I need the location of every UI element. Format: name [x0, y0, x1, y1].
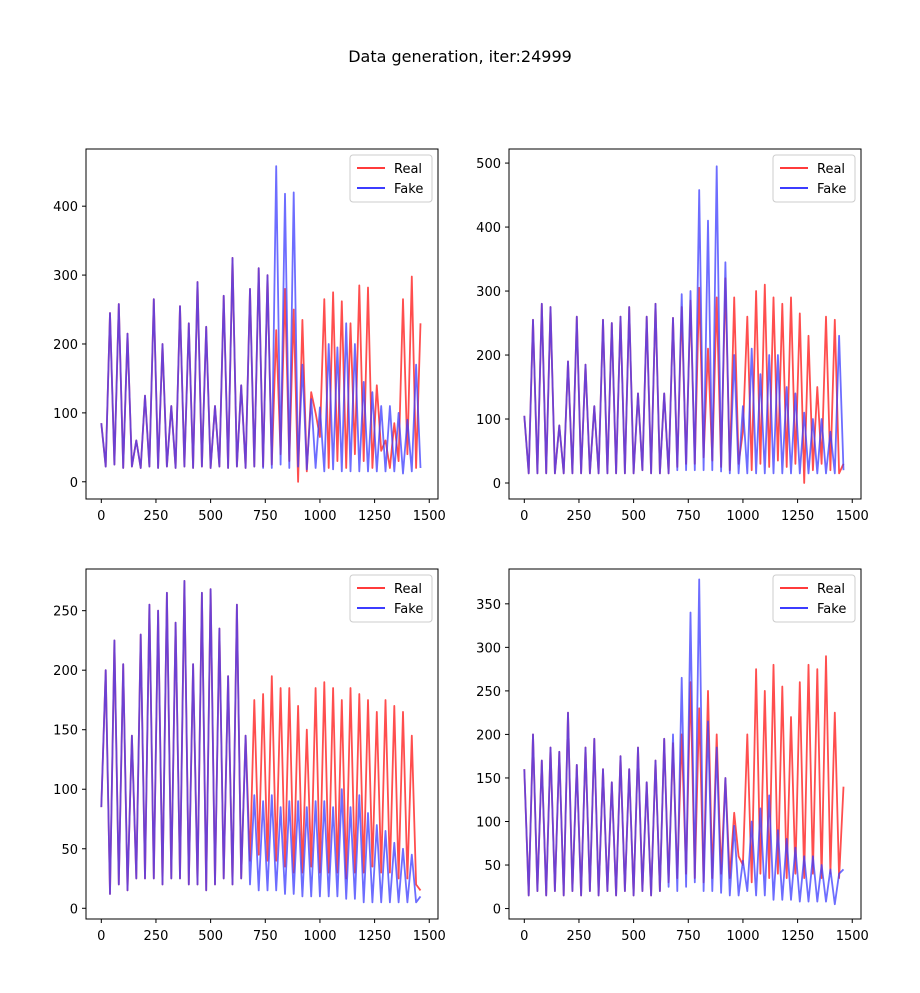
x-tick-label: 750 [676, 509, 701, 524]
x-tick-label: 0 [97, 509, 105, 524]
subplot-top-right: 0 250 500 750 1000 1250 1500 0 100 200 300 400 500 Re… [476, 148, 869, 524]
figure-title: Data generation, iter:24999 [348, 47, 572, 66]
x-tick-label: 250 [144, 929, 169, 944]
legend-box [772, 574, 856, 623]
y-tick-label: 200 [476, 728, 501, 743]
x-tick-label: 0 [520, 929, 528, 944]
legend-label-real: Real [394, 162, 422, 177]
x-tick-label: 250 [567, 929, 592, 944]
legend-box [772, 154, 856, 203]
y-tick-label: 50 [61, 843, 78, 858]
y-tick-label: 400 [476, 221, 501, 236]
y-tick-label: 150 [476, 772, 501, 787]
y-tick-label: 0 [70, 902, 78, 917]
x-tick-label: 1000 [303, 929, 336, 944]
y-tick-label: 100 [53, 407, 78, 422]
x-tick-label: 750 [253, 929, 278, 944]
y-tick-label: 0 [493, 903, 501, 918]
y-tick-label: 250 [53, 605, 78, 620]
axes-frame [508, 148, 862, 500]
y-tick-label: 0 [70, 476, 78, 491]
y-tick-label: 200 [476, 349, 501, 364]
x-tick-label: 1500 [413, 929, 446, 944]
subplot-bottom-right: 0 250 500 750 1000 1250 1500 0 50 100 150 200 250 300… [476, 568, 869, 944]
axes-frame [85, 568, 439, 920]
x-tick-label: 0 [97, 929, 105, 944]
y-tick-label: 50 [484, 859, 501, 874]
legend-label-fake: Fake [817, 182, 846, 197]
y-tick-label: 100 [476, 815, 501, 830]
legend-label-real: Real [817, 162, 845, 177]
series-line-fake [523, 165, 845, 475]
x-tick-label: 1250 [358, 929, 391, 944]
x-tick-label: 1000 [726, 929, 759, 944]
x-tick-label: 1000 [303, 509, 336, 524]
legend-label-fake: Fake [394, 182, 423, 197]
x-tick-label: 500 [198, 929, 223, 944]
x-tick-label: 0 [520, 509, 528, 524]
y-tick-label: 200 [53, 338, 78, 353]
x-tick-label: 500 [198, 509, 223, 524]
y-tick-label: 250 [476, 685, 501, 700]
y-tick-label: 300 [476, 641, 501, 656]
y-tick-label: 300 [53, 269, 78, 284]
x-tick-label: 500 [621, 509, 646, 524]
y-tick-label: 200 [53, 664, 78, 679]
x-tick-label: 250 [567, 509, 592, 524]
legend-label-real: Real [394, 582, 422, 597]
y-tick-label: 0 [493, 477, 501, 492]
x-tick-label: 750 [253, 509, 278, 524]
y-tick-label: 100 [53, 783, 78, 798]
legend-box [349, 574, 433, 623]
subplot-bottom-left: 0 250 500 750 1000 1250 1500 0 50 100 150 200 250 Rea… [53, 568, 446, 944]
x-tick-label: 1500 [836, 929, 869, 944]
y-tick-label: 300 [476, 285, 501, 300]
x-tick-label: 1500 [413, 509, 446, 524]
y-tick-label: 350 [476, 598, 501, 613]
x-tick-label: 1250 [781, 509, 814, 524]
y-tick-label: 150 [53, 724, 78, 739]
legend-label-fake: Fake [394, 602, 423, 617]
series-line-fake [100, 165, 422, 475]
x-tick-label: 500 [621, 929, 646, 944]
y-tick-label: 500 [476, 157, 501, 172]
series-line-fake [523, 578, 845, 906]
legend-label-real: Real [817, 582, 845, 597]
x-tick-label: 750 [676, 929, 701, 944]
x-tick-label: 250 [144, 509, 169, 524]
x-tick-label: 1250 [781, 929, 814, 944]
y-tick-label: 100 [476, 413, 501, 428]
y-tick-label: 400 [53, 200, 78, 215]
series-line-fake [100, 580, 422, 904]
x-tick-label: 1250 [358, 509, 391, 524]
x-tick-label: 1500 [836, 509, 869, 524]
axes-frame [508, 568, 862, 920]
x-tick-label: 1000 [726, 509, 759, 524]
legend-label-fake: Fake [817, 602, 846, 617]
legend-box [349, 154, 433, 203]
subplot-top-left: 0 250 500 750 1000 1250 1500 0 100 200 300 400 Real F… [53, 148, 446, 524]
axes-frame [85, 148, 439, 500]
